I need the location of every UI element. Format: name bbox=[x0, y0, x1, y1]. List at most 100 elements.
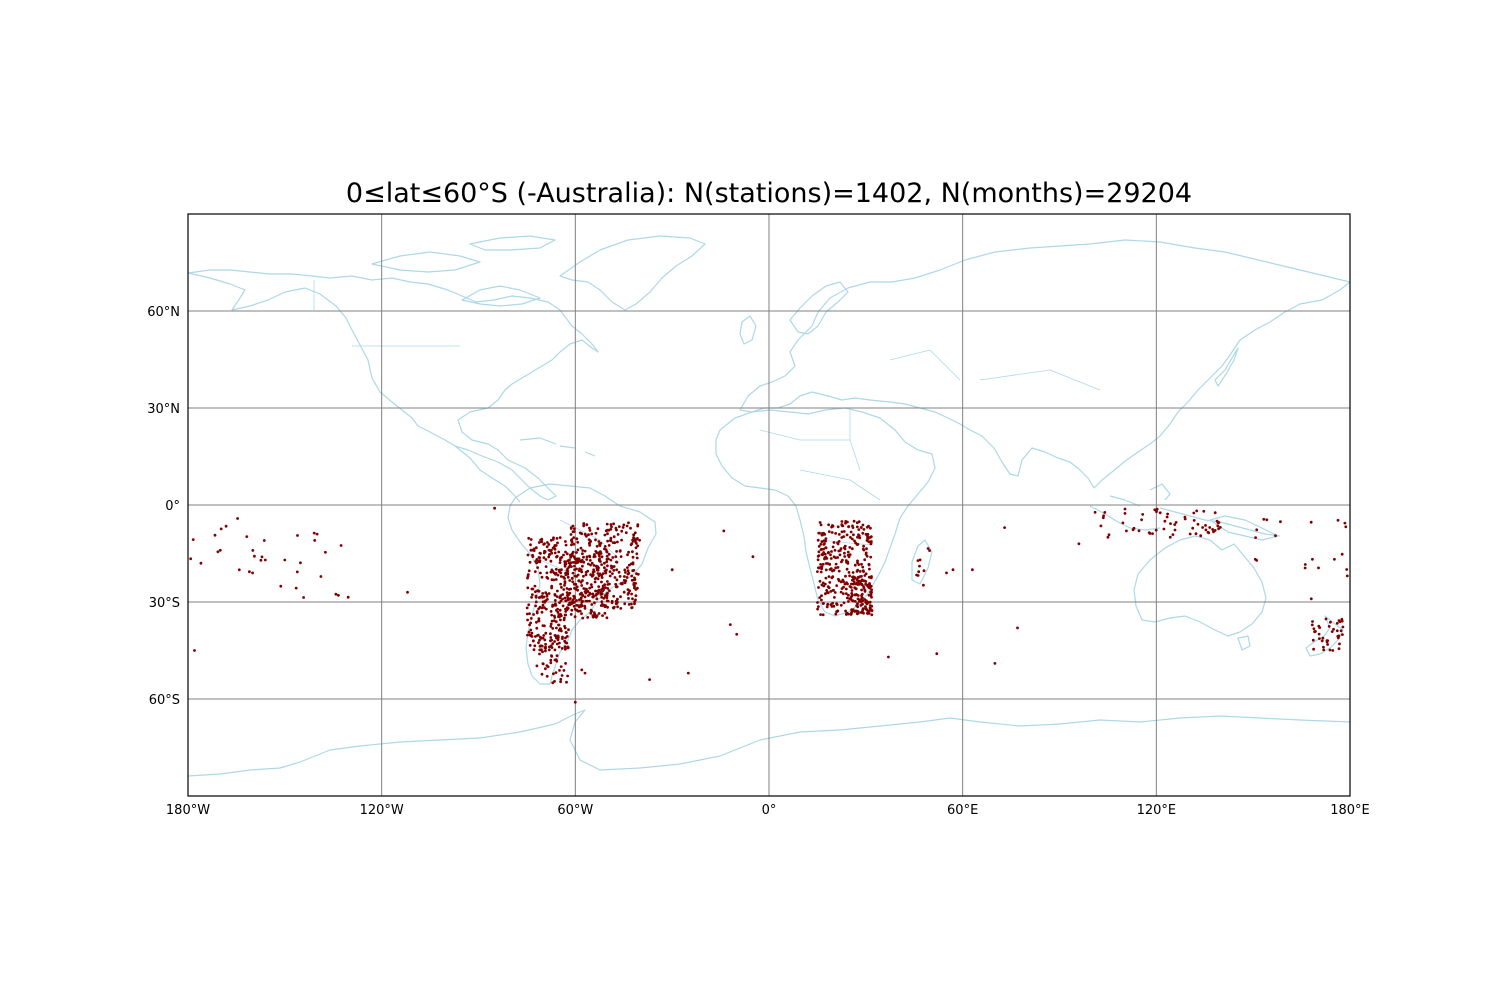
station-marker bbox=[1344, 525, 1348, 529]
station-marker bbox=[606, 539, 609, 543]
station-marker bbox=[558, 608, 562, 612]
coastline-eurasia bbox=[739, 239, 1350, 489]
station-marker bbox=[545, 575, 549, 579]
station-marker bbox=[590, 561, 594, 565]
station-marker bbox=[867, 562, 871, 566]
station-marker bbox=[601, 604, 605, 607]
station-marker bbox=[849, 586, 853, 589]
station-marker bbox=[1208, 526, 1212, 529]
station-marker bbox=[585, 587, 588, 591]
station-marker bbox=[839, 603, 843, 607]
station-marker bbox=[631, 569, 635, 573]
station-marker bbox=[632, 536, 636, 540]
station-marker bbox=[559, 680, 562, 684]
station-marker bbox=[533, 570, 537, 573]
station-marker bbox=[1343, 521, 1347, 525]
station-marker bbox=[843, 582, 847, 586]
x-tick-label: 60°W bbox=[557, 803, 593, 818]
station-marker bbox=[833, 548, 837, 552]
station-marker bbox=[611, 572, 614, 575]
station-marker bbox=[607, 552, 611, 556]
station-marker bbox=[1309, 520, 1313, 524]
station-marker bbox=[550, 619, 554, 623]
station-marker bbox=[629, 526, 632, 530]
station-marker bbox=[572, 542, 576, 546]
x-tick-label: 120°W bbox=[360, 803, 404, 818]
station-marker bbox=[631, 561, 635, 565]
station-marker bbox=[634, 546, 638, 550]
station-marker bbox=[1192, 511, 1196, 515]
station-marker bbox=[887, 655, 890, 659]
station-marker bbox=[555, 595, 559, 598]
station-marker bbox=[591, 614, 595, 617]
station-marker bbox=[854, 593, 858, 597]
station-marker bbox=[551, 627, 555, 630]
station-marker bbox=[533, 584, 537, 588]
station-marker bbox=[279, 584, 283, 588]
station-marker bbox=[551, 603, 555, 607]
station-marker bbox=[853, 600, 857, 603]
station-marker bbox=[530, 595, 533, 599]
coastline-new-guinea bbox=[1209, 515, 1279, 541]
station-marker bbox=[588, 543, 592, 547]
station-marker bbox=[616, 597, 619, 601]
station-marker bbox=[608, 574, 612, 578]
station-marker bbox=[861, 565, 865, 569]
station-marker bbox=[570, 543, 573, 547]
station-marker bbox=[1333, 557, 1336, 561]
station-marker bbox=[596, 565, 600, 569]
station-marker bbox=[624, 579, 628, 583]
station-marker bbox=[551, 681, 555, 685]
coastlines bbox=[188, 235, 1350, 777]
station-marker bbox=[1188, 532, 1192, 536]
station-marker bbox=[591, 592, 595, 596]
station-marker bbox=[528, 644, 532, 647]
station-marker bbox=[569, 526, 573, 530]
station-marker bbox=[559, 618, 562, 622]
station-marker bbox=[605, 599, 609, 603]
station-marker bbox=[1169, 522, 1172, 525]
station-marker bbox=[535, 620, 538, 624]
station-marker bbox=[849, 613, 853, 616]
station-marker bbox=[1125, 529, 1128, 533]
station-marker bbox=[549, 570, 553, 574]
station-marker bbox=[585, 555, 589, 559]
station-marker bbox=[587, 562, 590, 566]
station-marker bbox=[1153, 508, 1157, 512]
station-marker bbox=[842, 601, 846, 605]
station-marker bbox=[564, 607, 567, 611]
station-marker bbox=[213, 533, 217, 537]
station-marker bbox=[553, 634, 557, 637]
station-marker bbox=[589, 583, 593, 586]
station-marker bbox=[867, 611, 871, 615]
station-marker bbox=[847, 571, 851, 574]
station-marker bbox=[834, 562, 838, 566]
station-marker bbox=[633, 602, 636, 606]
station-marker bbox=[847, 525, 851, 528]
station-marker bbox=[563, 645, 567, 649]
station-marker bbox=[869, 526, 872, 530]
station-marker bbox=[833, 591, 837, 594]
station-marker bbox=[597, 554, 601, 558]
station-marker bbox=[558, 536, 562, 539]
station-marker bbox=[834, 612, 838, 616]
station-marker bbox=[827, 575, 831, 578]
station-marker bbox=[623, 602, 627, 606]
station-marker bbox=[633, 531, 637, 535]
station-marker bbox=[615, 568, 619, 572]
station-marker bbox=[820, 594, 823, 598]
station-marker bbox=[631, 597, 634, 601]
station-marker bbox=[529, 543, 532, 547]
station-marker bbox=[565, 591, 569, 594]
station-marker bbox=[263, 558, 267, 562]
station-marker bbox=[842, 530, 846, 533]
station-marker bbox=[1093, 510, 1097, 514]
station-marker bbox=[848, 546, 852, 549]
station-marker bbox=[1195, 509, 1199, 513]
station-marker bbox=[850, 582, 853, 586]
station-marker bbox=[539, 648, 542, 652]
station-marker bbox=[840, 530, 844, 534]
station-marker bbox=[840, 560, 843, 564]
station-marker bbox=[928, 549, 931, 552]
station-marker bbox=[540, 610, 544, 614]
